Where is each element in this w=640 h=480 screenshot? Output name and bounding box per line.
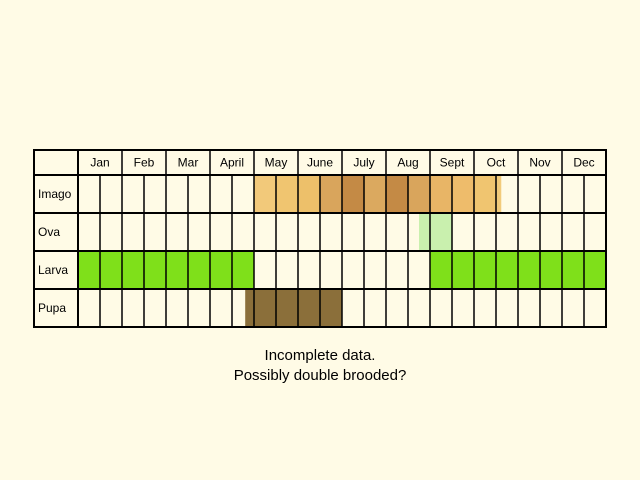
period-imago-7	[408, 175, 430, 213]
period-imago-2	[298, 175, 320, 213]
month-label-aug: Aug	[397, 156, 418, 170]
month-label-may: May	[265, 156, 288, 170]
month-label-april: April	[220, 156, 244, 170]
month-label-feb: Feb	[134, 156, 155, 170]
period-imago-0	[254, 175, 276, 213]
period-pupa-0	[245, 289, 342, 327]
month-label-dec: Dec	[573, 156, 594, 170]
period-imago-5	[364, 175, 386, 213]
period-imago-3	[320, 175, 342, 213]
period-imago-4	[342, 175, 364, 213]
month-label-oct: Oct	[487, 156, 506, 170]
period-imago-11	[496, 175, 502, 213]
month-label-july: July	[353, 156, 374, 170]
period-imago-6	[386, 175, 408, 213]
note-line-1: Incomplete data.	[264, 347, 376, 364]
month-label-jan: Jan	[90, 156, 109, 170]
month-label-nov: Nov	[529, 156, 550, 170]
chart-note: Incomplete data. Possibly double brooded…	[0, 346, 640, 386]
month-label-june: June	[307, 156, 333, 170]
period-imago-9	[452, 175, 474, 213]
row-label-ova: Ova	[38, 225, 60, 239]
row-label-larva: Larva	[38, 263, 68, 277]
note-line-2: Possibly double brooded?	[233, 367, 407, 384]
month-label-sept: Sept	[440, 156, 465, 170]
period-ova-0	[419, 213, 452, 251]
period-imago-1	[276, 175, 298, 213]
period-imago-10	[474, 175, 496, 213]
period-imago-8	[430, 175, 452, 213]
month-label-mar: Mar	[178, 156, 199, 170]
row-label-pupa: Pupa	[38, 301, 66, 315]
row-label-imago: Imago	[38, 187, 72, 201]
